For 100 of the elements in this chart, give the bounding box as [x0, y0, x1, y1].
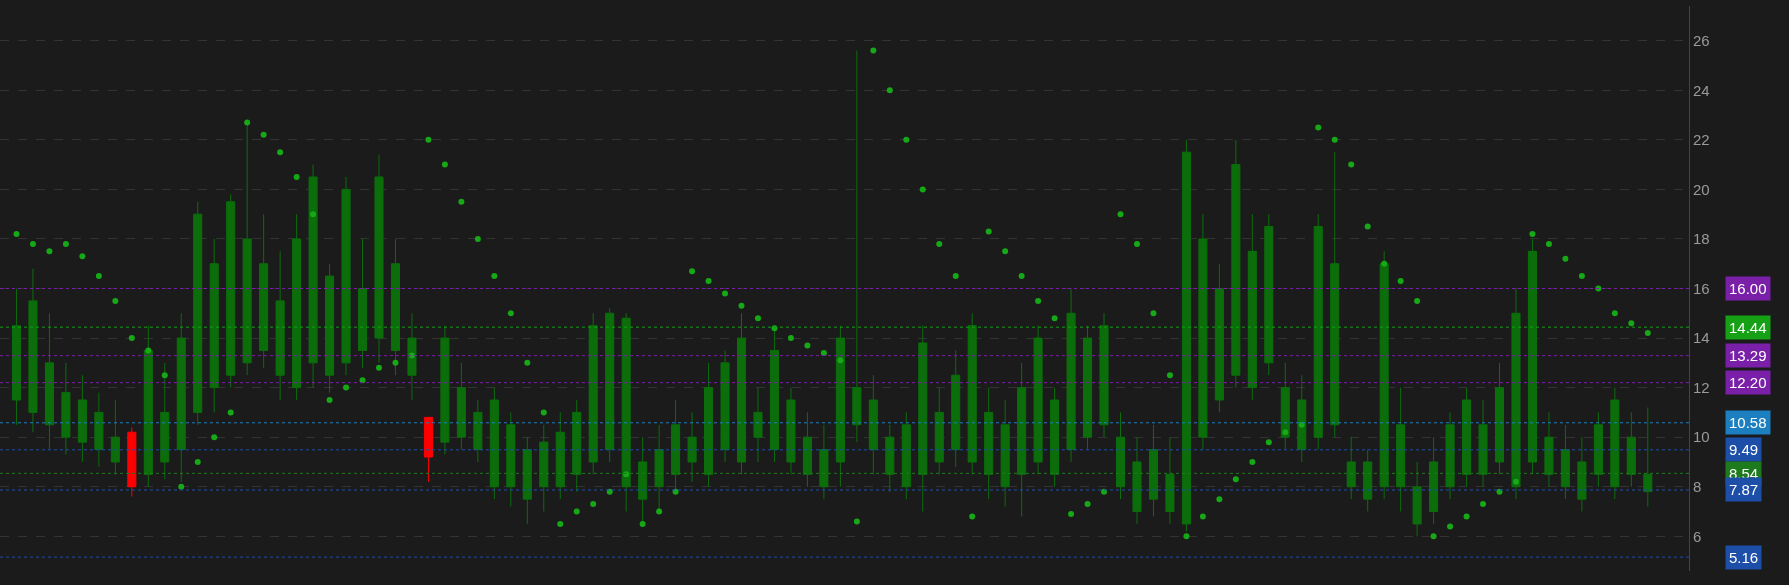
candlestick [555, 411, 565, 500]
ref-line-label: 13.29 [1729, 347, 1767, 364]
candlestick [1544, 411, 1554, 488]
candlestick [720, 349, 730, 463]
candlestick [374, 154, 384, 364]
candlestick [1264, 213, 1274, 376]
y-tick-label: 12 [1693, 378, 1710, 396]
ref-line-label: 16.00 [1729, 280, 1767, 297]
candlestick [1363, 449, 1373, 513]
y-tick-label: 8 [1693, 478, 1702, 495]
candlestick [1066, 288, 1076, 463]
candlestick [753, 387, 763, 463]
y-tick-label: 10 [1693, 428, 1710, 446]
candlestick [885, 424, 895, 493]
candlestick [1165, 436, 1175, 525]
candlestick [28, 268, 38, 433]
candlestick [259, 213, 269, 369]
candlestick [1412, 461, 1422, 537]
candlestick [984, 387, 994, 500]
candlestick [539, 424, 549, 513]
candlestick [1527, 238, 1537, 475]
y-tick-label: 18 [1693, 230, 1710, 248]
candlestick [1214, 263, 1224, 413]
candlestick [193, 201, 203, 426]
candlestick [1115, 411, 1126, 500]
ref-line-label: 5.16 [1729, 549, 1759, 566]
candlestick [209, 238, 219, 413]
candlestick [605, 307, 615, 463]
candlestick [522, 436, 532, 525]
candlestick [868, 374, 878, 475]
candlestick [489, 387, 499, 500]
candlestick [1198, 213, 1208, 451]
candlestick [1494, 362, 1505, 475]
candlestick [127, 426, 137, 498]
candlestick [638, 436, 648, 525]
candlestick [1231, 139, 1241, 389]
ref-line-label: 14.44 [1729, 319, 1767, 336]
candlestick [1148, 424, 1158, 517]
candlestick [1050, 387, 1060, 488]
candlestick [440, 325, 450, 456]
candlestick [11, 288, 22, 426]
y-tick-label: 6 [1693, 527, 1702, 545]
candlestick [77, 374, 87, 463]
candlestick [473, 399, 483, 463]
candlestick [1462, 387, 1472, 488]
candlestick [588, 312, 598, 475]
candlestick [1017, 362, 1027, 517]
candlestick [704, 362, 714, 488]
candlestick [1560, 424, 1570, 500]
candlestick [160, 362, 170, 480]
candlestick [802, 411, 812, 488]
candlestick [1181, 139, 1191, 532]
candlestick [44, 312, 54, 451]
candlestick [1429, 436, 1439, 525]
candlestick [94, 392, 104, 468]
y-tick-label: 16 [1693, 279, 1710, 297]
candlestick [1478, 399, 1488, 488]
candlestick [1000, 399, 1010, 508]
ref-line-label: 7.87 [1729, 481, 1759, 498]
ref-line-label: 10.58 [1729, 414, 1767, 431]
candlestick [1577, 436, 1587, 513]
candlestick [654, 424, 664, 513]
candlestick [918, 325, 928, 513]
candlestick [1033, 325, 1043, 475]
candlestick [423, 416, 433, 483]
candlestick [901, 411, 911, 500]
candlestick [852, 50, 862, 443]
candlestick [110, 399, 120, 475]
y-tick-label: 14 [1693, 329, 1710, 347]
candlestick [61, 362, 71, 456]
candlestick [1313, 213, 1323, 451]
candlestick [1396, 387, 1406, 513]
candlestick [1247, 213, 1257, 401]
candlestick [819, 424, 829, 500]
candlestick [275, 250, 285, 401]
candlestick [341, 176, 351, 376]
candlestick [1643, 406, 1653, 508]
candlestick [1626, 411, 1636, 488]
candlestick [1099, 312, 1109, 438]
candlestick [506, 411, 516, 508]
candlestick [934, 387, 944, 475]
y-tick-label: 26 [1693, 31, 1710, 49]
ref-line-label: 9.49 [1729, 441, 1759, 458]
candlestick [1610, 387, 1620, 500]
candlestick [951, 349, 961, 468]
candlestick [1346, 436, 1356, 500]
y-tick-label: 22 [1693, 131, 1710, 149]
candlestick [226, 193, 236, 389]
candlestick [1132, 436, 1142, 525]
candlestick [1593, 411, 1603, 488]
y-tick-label: 24 [1693, 81, 1710, 99]
candlestick [687, 411, 697, 483]
candlestick [786, 387, 796, 475]
candlestick [325, 263, 335, 394]
ref-line-label: 12.20 [1729, 374, 1767, 391]
candlestick [357, 238, 368, 369]
candlestick [176, 312, 186, 483]
y-tick-label: 20 [1693, 180, 1710, 198]
candlestick [967, 312, 977, 475]
candlestick [736, 312, 747, 475]
